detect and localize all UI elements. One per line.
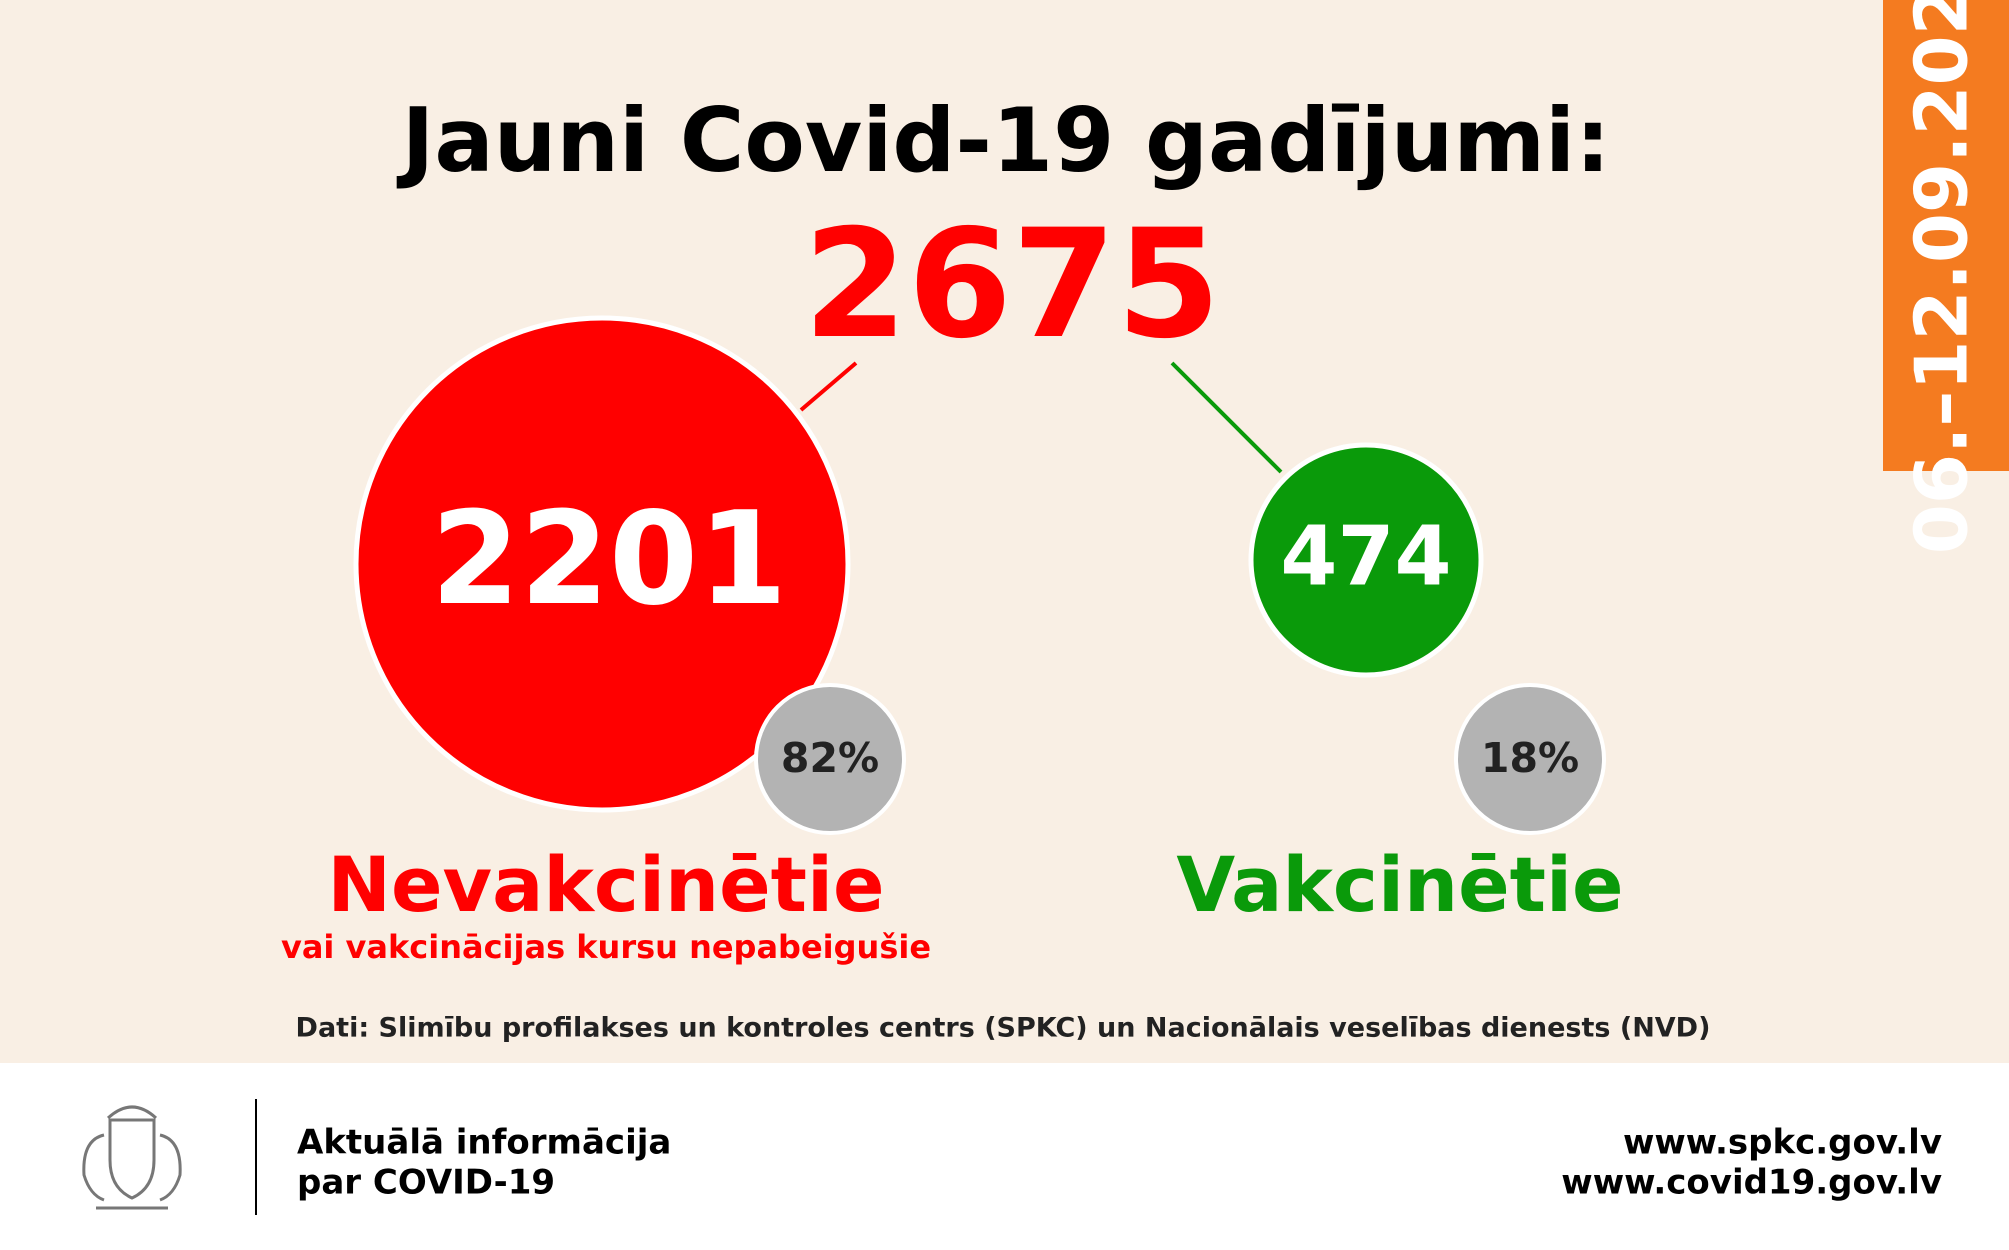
source: Dati: Slimību profilakses un kontroles c… [296, 1013, 1711, 1044]
count: 474 [1280, 509, 1451, 604]
bubble-vaccinated [1248, 442, 1484, 678]
share: 82% [781, 734, 879, 782]
share-badge [1454, 683, 1606, 835]
link: www.spkc.gov.lv [1623, 1123, 1942, 1163]
date-band [1883, 0, 2009, 471]
group-sublabel: vai vakcinācijas kursu nepabeigušie [281, 928, 931, 966]
bubble-unvaccinated [353, 315, 851, 813]
background [0, 0, 2009, 1063]
total: 2675 [803, 198, 1220, 372]
group-label: Vakcinētie [1176, 840, 1623, 929]
tagline: Aktuālā informācija [297, 1123, 671, 1163]
tagline: par COVID-19 [297, 1163, 555, 1203]
date: 06.–12.09.2021. [1900, 0, 1984, 554]
share-badge [754, 683, 906, 835]
footer-background [0, 1063, 2009, 1250]
title: Jauni Covid-19 gadījumi: [397, 89, 1611, 192]
link: www.covid19.gov.lv [1561, 1163, 1942, 1203]
count: 2201 [431, 485, 787, 634]
share: 18% [1481, 734, 1579, 782]
group-label: Nevakcinētie [327, 840, 884, 929]
connector [799, 361, 858, 412]
connector [1170, 361, 1283, 474]
emblem [82, 1105, 182, 1210]
